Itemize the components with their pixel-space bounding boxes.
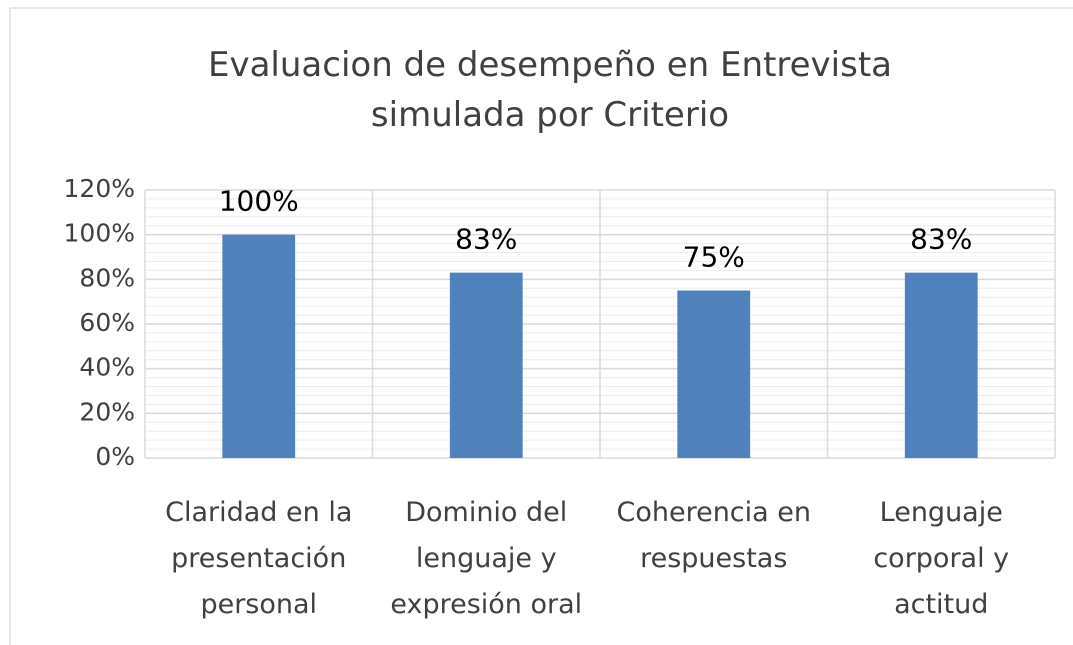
chart-border [9, 7, 1073, 645]
y-tick-label: 120% [64, 174, 135, 203]
x-tick-label: Claridad en la presentación personal [165, 497, 353, 620]
bar [449, 272, 523, 458]
x-tick-label: Coherencia en respuestas [616, 497, 812, 574]
y-tick-label: 20% [79, 397, 135, 426]
y-tick-label: 40% [79, 353, 135, 382]
x-tick-label: Lenguaje corporal y actitud [873, 497, 1010, 620]
y-tick-label: 80% [79, 263, 135, 292]
data-label: 100% [219, 185, 299, 218]
y-tick-label: 0% [95, 442, 135, 471]
bar [222, 234, 296, 458]
y-tick-label: 100% [64, 219, 135, 248]
bar [677, 290, 751, 458]
chart-title: Evaluacion de desempeño en Entrevista si… [207, 45, 893, 135]
data-label: 75% [683, 241, 745, 274]
x-tick-label: Dominio del lenguaje y expresión oral [390, 497, 583, 620]
data-label: 83% [455, 223, 517, 256]
data-label: 83% [910, 223, 972, 256]
y-tick-label: 60% [79, 308, 135, 337]
bar [904, 272, 978, 458]
